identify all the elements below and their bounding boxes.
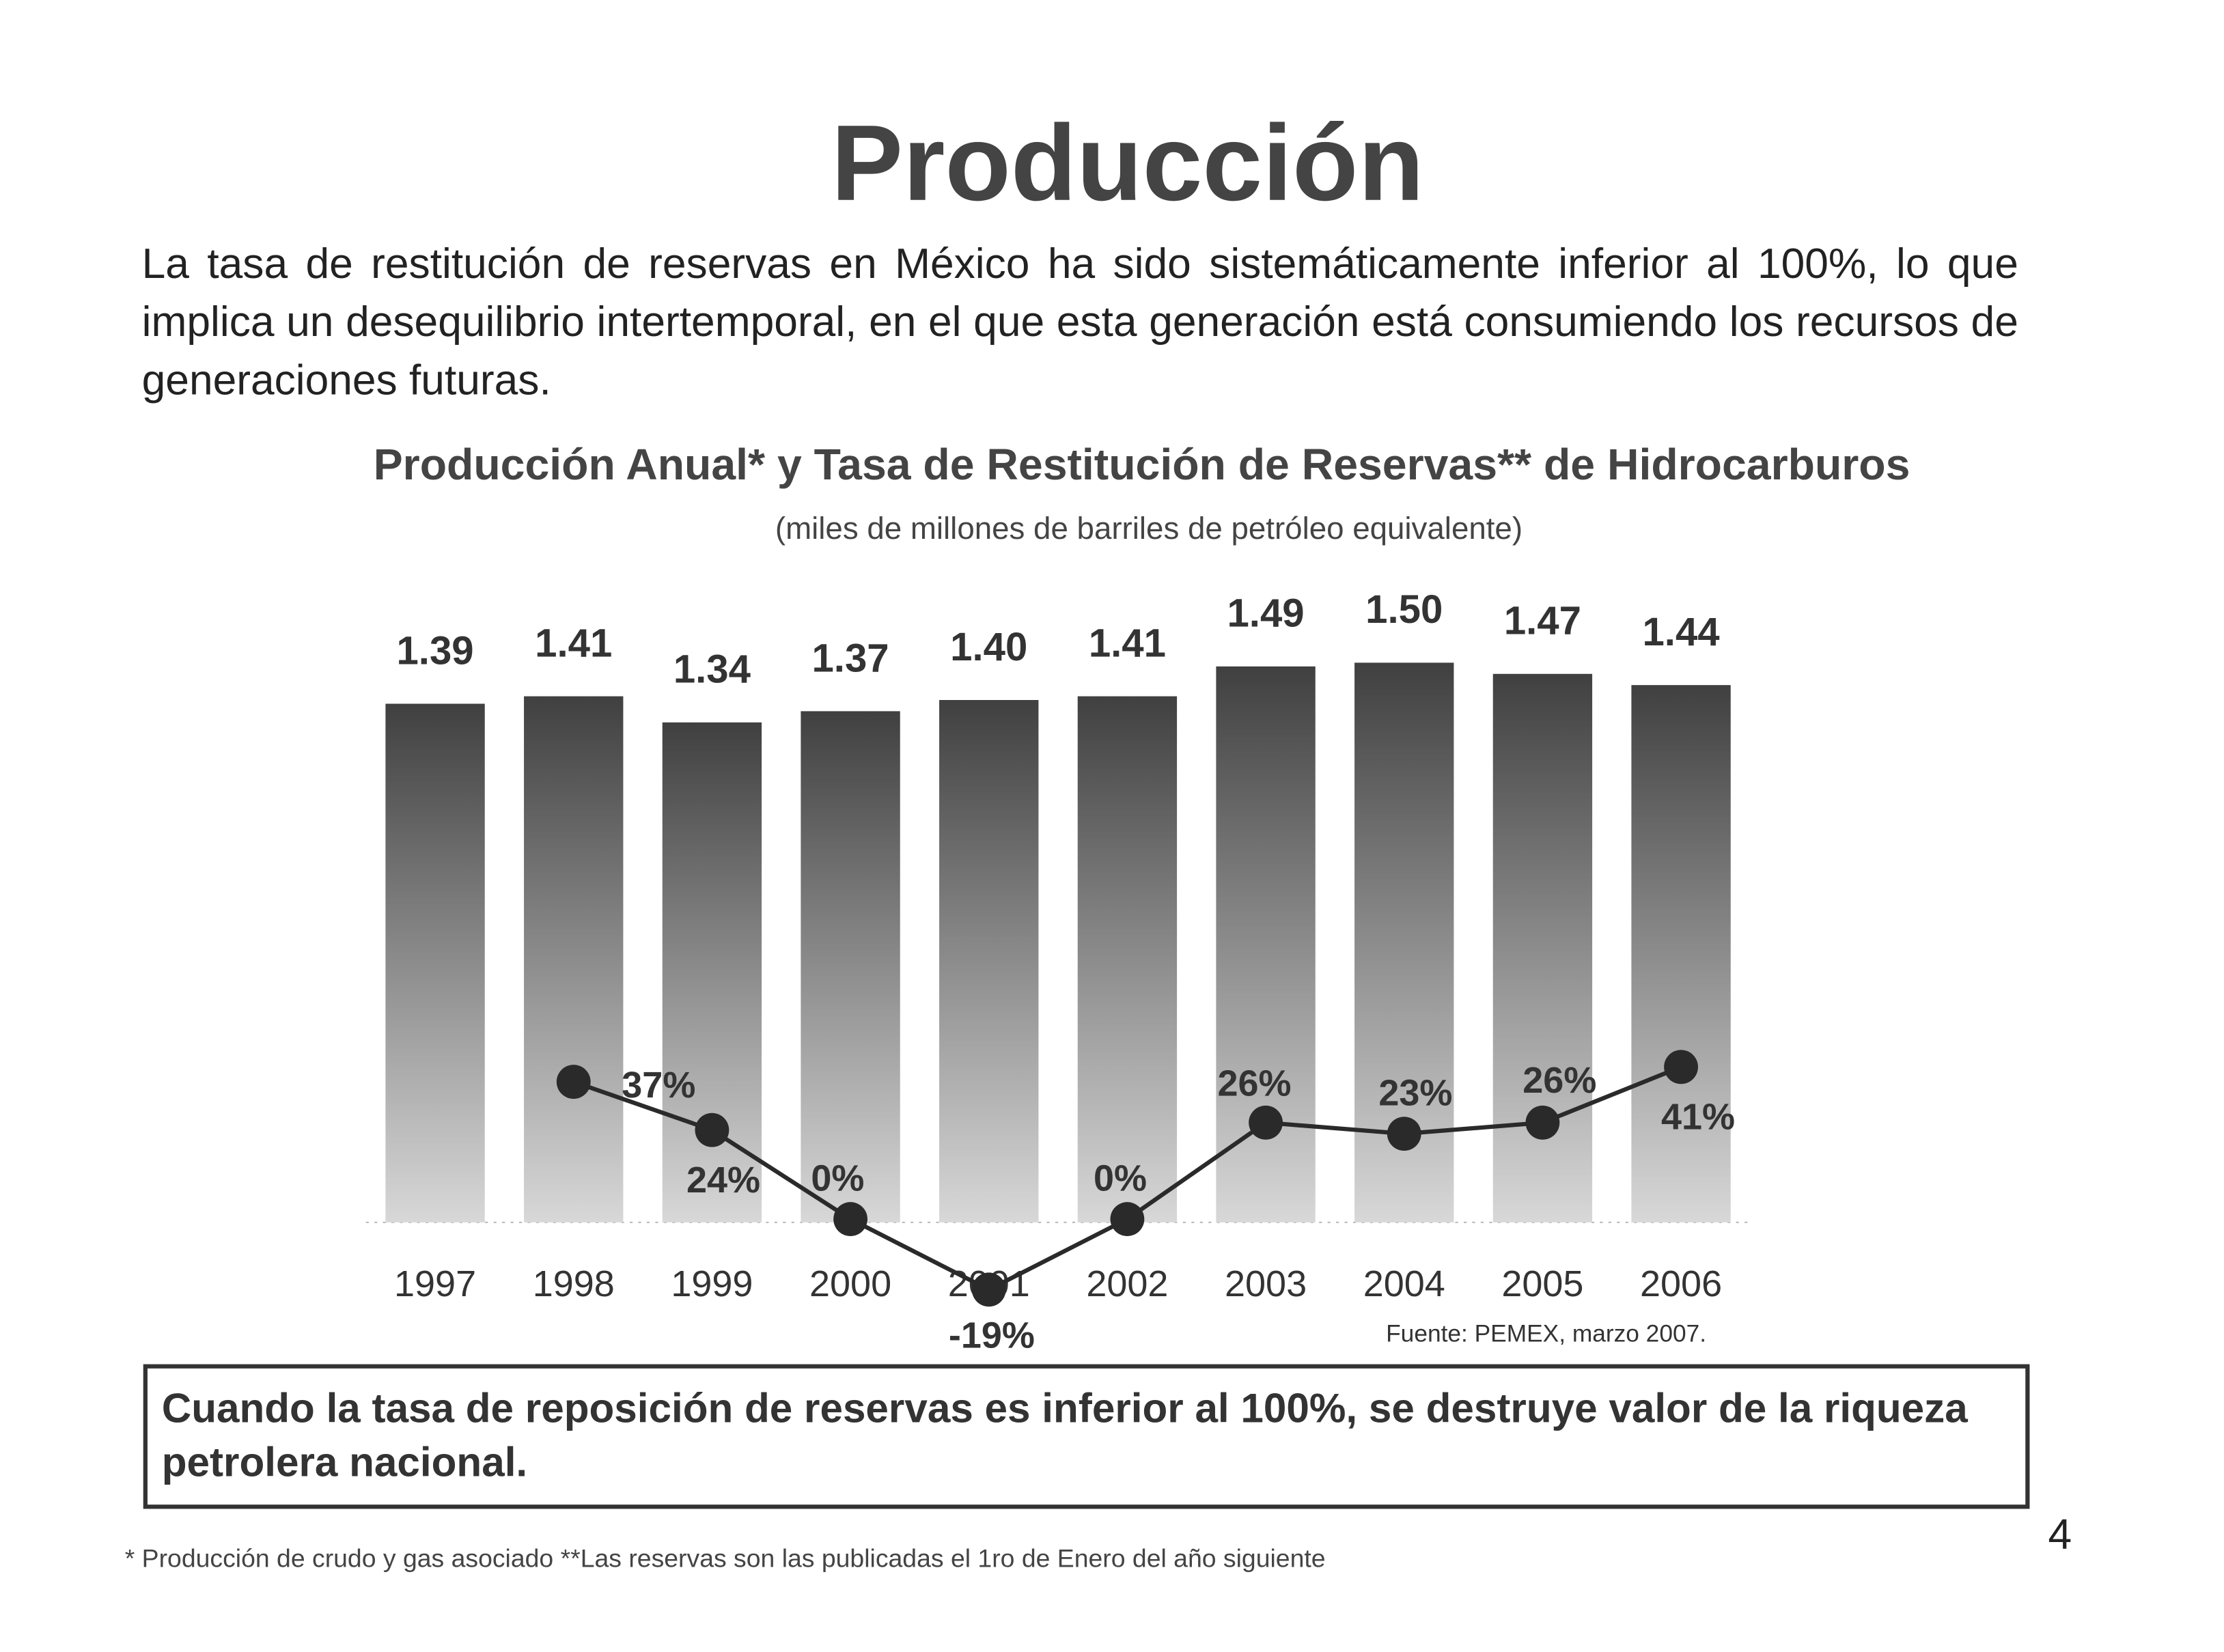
x-tick-label: 1998 (533, 1263, 615, 1304)
x-tick-label: 2006 (1640, 1263, 1722, 1304)
line-value-label: 23% (1378, 1073, 1452, 1114)
bar-value-label: 1.47 (1504, 599, 1581, 643)
x-tick-label: 2000 (809, 1263, 891, 1304)
bar (1631, 685, 1731, 1222)
chart-title: Producción Anual* y Tasa de Restitución … (374, 440, 1910, 489)
paragraph: La tasa de restitución de reservas en Mé… (141, 241, 2018, 404)
line-value-label: 41% (1661, 1097, 1735, 1138)
bar-value-label: 1.41 (1089, 621, 1166, 665)
line-point (1249, 1105, 1283, 1140)
x-tick-label: 2002 (1086, 1263, 1168, 1304)
line-point (971, 1272, 1006, 1307)
bar (939, 700, 1039, 1222)
bar-value-label: 1.44 (1642, 610, 1720, 654)
line-point (833, 1202, 867, 1237)
x-tick-label: 2004 (1363, 1263, 1445, 1304)
line-point (1525, 1105, 1560, 1140)
source: Fuente: PEMEX, marzo 2007. (1386, 1320, 1706, 1347)
line-value-label: 37% (622, 1065, 695, 1106)
bar-value-label: 1.34 (673, 647, 751, 692)
line-point (695, 1112, 729, 1147)
bar-value-label: 1.40 (950, 625, 1027, 669)
footnote: * Producción de crudo y gas asociado **L… (124, 1544, 1326, 1573)
x-tick-label: 1997 (394, 1263, 476, 1304)
line-value-label: 0% (1094, 1158, 1147, 1199)
line-point (1664, 1050, 1698, 1084)
x-tick-label: 1999 (671, 1263, 753, 1304)
x-tick-label: 2005 (1501, 1263, 1583, 1304)
callout: Cuando la tasa de reposición de reservas… (143, 1364, 2030, 1509)
bar (385, 703, 485, 1222)
bar (801, 711, 900, 1222)
line-point (556, 1065, 591, 1099)
line-value-label: 24% (686, 1160, 760, 1201)
chart-subtitle: (miles de millones de barriles de petról… (775, 511, 1523, 546)
bar (1077, 696, 1178, 1222)
bar-value-label: 1.50 (1365, 587, 1443, 632)
bar (524, 696, 624, 1222)
bar (1492, 673, 1593, 1222)
page-title: Producción (831, 103, 1424, 225)
x-tick-label: 2003 (1225, 1263, 1307, 1304)
line-point (1110, 1202, 1145, 1237)
bar-value-label: 1.39 (396, 628, 473, 673)
line-value-label: 0% (811, 1158, 864, 1199)
line-point (1387, 1117, 1421, 1151)
bar-value-label: 1.49 (1227, 591, 1304, 636)
bar-value-label: 1.37 (811, 636, 889, 680)
bar-value-label: 1.41 (535, 621, 612, 665)
line-value-label: 26% (1523, 1060, 1596, 1101)
line-value-label: 26% (1217, 1063, 1291, 1104)
bar (662, 722, 762, 1222)
page-number: 4 (2048, 1511, 2072, 1559)
line-value-label: -19% (949, 1315, 1035, 1356)
